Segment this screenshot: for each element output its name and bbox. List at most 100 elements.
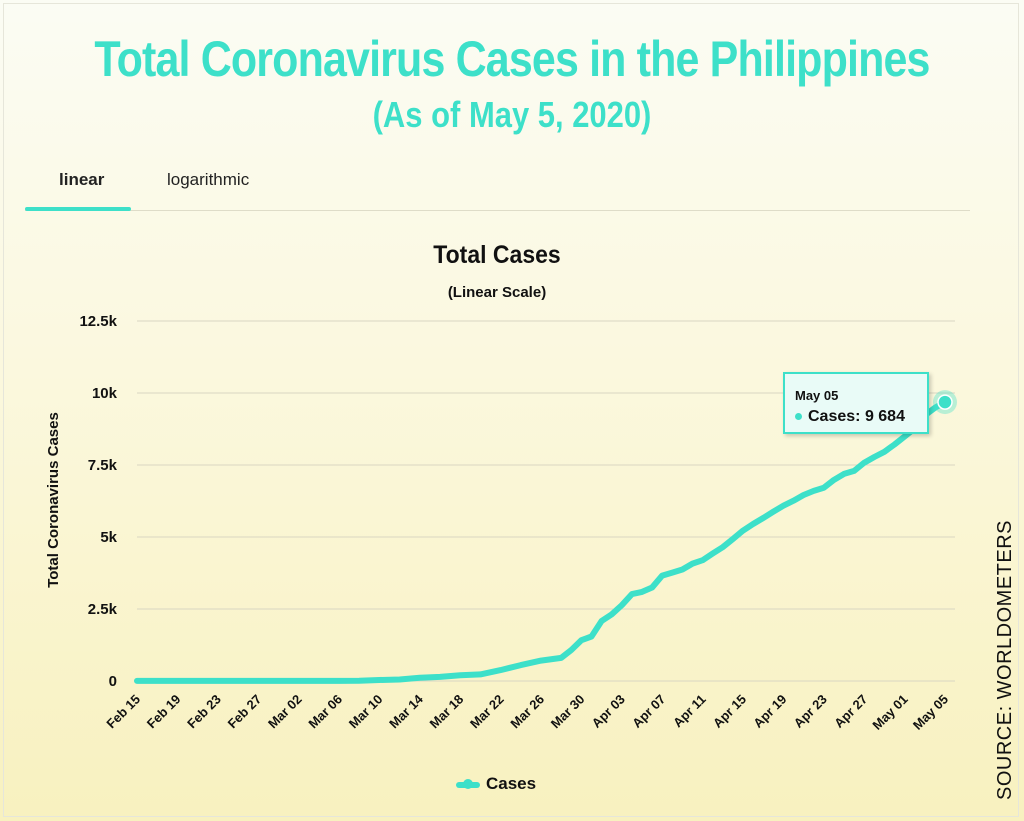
data-point[interactable] xyxy=(902,434,907,439)
data-point[interactable] xyxy=(892,442,897,447)
x-tick-label: Apr 19 xyxy=(750,692,789,731)
headline-subtitle: (As of May 5, 2020) xyxy=(372,94,652,135)
data-point[interactable] xyxy=(872,455,877,460)
data-point[interactable] xyxy=(852,468,857,473)
legend-label: Cases xyxy=(486,774,537,793)
data-point[interactable] xyxy=(771,509,776,514)
data-point[interactable] xyxy=(781,503,786,508)
data-point[interactable] xyxy=(619,603,624,608)
data-point[interactable] xyxy=(821,485,826,490)
data-point[interactable] xyxy=(296,678,301,683)
data-point[interactable] xyxy=(458,673,463,678)
x-tick-label: Apr 07 xyxy=(629,692,668,731)
x-tick-label: Mar 06 xyxy=(305,692,345,732)
data-point[interactable] xyxy=(640,589,644,594)
data-point[interactable] xyxy=(357,678,362,683)
data-point[interactable] xyxy=(741,528,745,533)
x-axis-ticks: Feb 15 Feb 19 Feb 23 Feb 27 Mar 02 Mar 06 Mar … xyxy=(103,691,951,733)
tooltip-series-dot xyxy=(795,413,802,421)
data-point[interactable] xyxy=(498,668,503,673)
data-point[interactable] xyxy=(478,672,483,677)
data-point[interactable] xyxy=(215,678,220,683)
chart-title: Total Cases xyxy=(433,241,561,269)
data-point[interactable] xyxy=(629,592,634,597)
data-point[interactable] xyxy=(932,405,937,410)
data-point[interactable] xyxy=(559,655,564,660)
y-tick-label: 0 xyxy=(109,673,117,690)
series-line xyxy=(134,399,948,684)
x-tick-label: Apr 23 xyxy=(791,692,830,731)
x-tick-label: Feb 15 xyxy=(103,692,143,732)
x-tick-label: May 05 xyxy=(910,692,951,733)
data-point[interactable] xyxy=(730,536,735,541)
data-point[interactable] xyxy=(710,551,715,556)
data-point[interactable] xyxy=(609,612,614,617)
data-point[interactable] xyxy=(761,515,766,520)
data-point[interactable] xyxy=(811,488,816,493)
data-point[interactable] xyxy=(589,634,594,639)
data-point[interactable] xyxy=(539,658,543,663)
data-point[interactable] xyxy=(831,477,836,482)
data-point[interactable] xyxy=(256,678,261,683)
tooltip-series-name: Cases xyxy=(808,408,856,425)
data-point[interactable] xyxy=(700,558,705,563)
data-point[interactable] xyxy=(751,521,756,526)
x-tick-label: May 01 xyxy=(869,692,910,733)
data-point[interactable] xyxy=(599,618,604,623)
x-tick-label: Feb 27 xyxy=(225,692,265,732)
x-tick-label: Feb 23 xyxy=(184,692,224,732)
y-tick-label: 5k xyxy=(100,529,117,546)
scale-tabs: linear logarithmic xyxy=(25,160,970,211)
chart-subtitle: (Linear Scale) xyxy=(447,284,547,301)
y-tick-label: 2.5k xyxy=(88,601,118,618)
x-tick-label: Feb 19 xyxy=(144,692,184,732)
data-point[interactable] xyxy=(438,674,442,679)
x-tick-label: Mar 18 xyxy=(427,692,467,732)
x-tick-label: Apr 27 xyxy=(831,692,870,731)
active-tab-indicator xyxy=(25,207,131,211)
image-frame xyxy=(3,3,1019,817)
data-point[interactable] xyxy=(650,585,655,590)
data-point[interactable] xyxy=(680,567,685,572)
data-point[interactable] xyxy=(690,561,695,566)
y-axis-label: Total Coronavirus Cases xyxy=(45,412,62,588)
data-point[interactable] xyxy=(518,663,523,668)
data-point[interactable] xyxy=(660,573,665,578)
headline-title: Total Coronavirus Cases in the Philippin… xyxy=(94,31,930,87)
data-point[interactable] xyxy=(337,678,341,683)
data-point[interactable] xyxy=(882,449,887,454)
x-tick-label: Mar 02 xyxy=(265,692,305,732)
x-tick-label: Mar 22 xyxy=(467,692,507,732)
x-tick-label: Mar 14 xyxy=(386,691,426,731)
y-tick-label: 7.5k xyxy=(88,457,118,474)
data-point[interactable] xyxy=(720,545,725,550)
data-point[interactable] xyxy=(801,492,806,497)
y-tick-label: 10k xyxy=(92,385,118,402)
data-point[interactable] xyxy=(417,675,422,680)
tooltip-value: 9 684 xyxy=(864,408,905,425)
data-point[interactable] xyxy=(791,498,796,503)
data-point[interactable] xyxy=(842,471,846,476)
x-tick-label: Mar 10 xyxy=(346,692,386,732)
x-tick-label: Mar 26 xyxy=(507,692,547,732)
data-point[interactable] xyxy=(377,678,382,683)
tab-logarithmic[interactable]: logarithmic xyxy=(167,170,250,189)
legend-item-cases[interactable]: Cases xyxy=(456,774,536,794)
data-point[interactable] xyxy=(175,678,180,683)
data-tooltip: May 05 Cases: 9 684 xyxy=(783,372,929,434)
source-credit: SOURCE: WORLDOMETERS xyxy=(994,519,1016,800)
data-point[interactable] xyxy=(135,678,139,683)
data-point[interactable] xyxy=(862,460,867,465)
data-point[interactable] xyxy=(569,648,574,653)
legend-swatch xyxy=(456,778,480,789)
data-point[interactable] xyxy=(397,677,402,682)
tooltip-row: Cases: 9 684 xyxy=(795,408,905,426)
highlighted-data-point[interactable] xyxy=(937,394,953,410)
tab-linear[interactable]: linear xyxy=(59,170,105,189)
data-point[interactable] xyxy=(579,638,584,643)
tooltip-date: May 05 xyxy=(795,388,839,403)
data-point[interactable] xyxy=(670,570,675,575)
x-tick-label: Apr 15 xyxy=(710,692,749,731)
y-axis-ticks: 0 2.5k 5k 7.5k 10k 12.5k xyxy=(79,313,117,690)
